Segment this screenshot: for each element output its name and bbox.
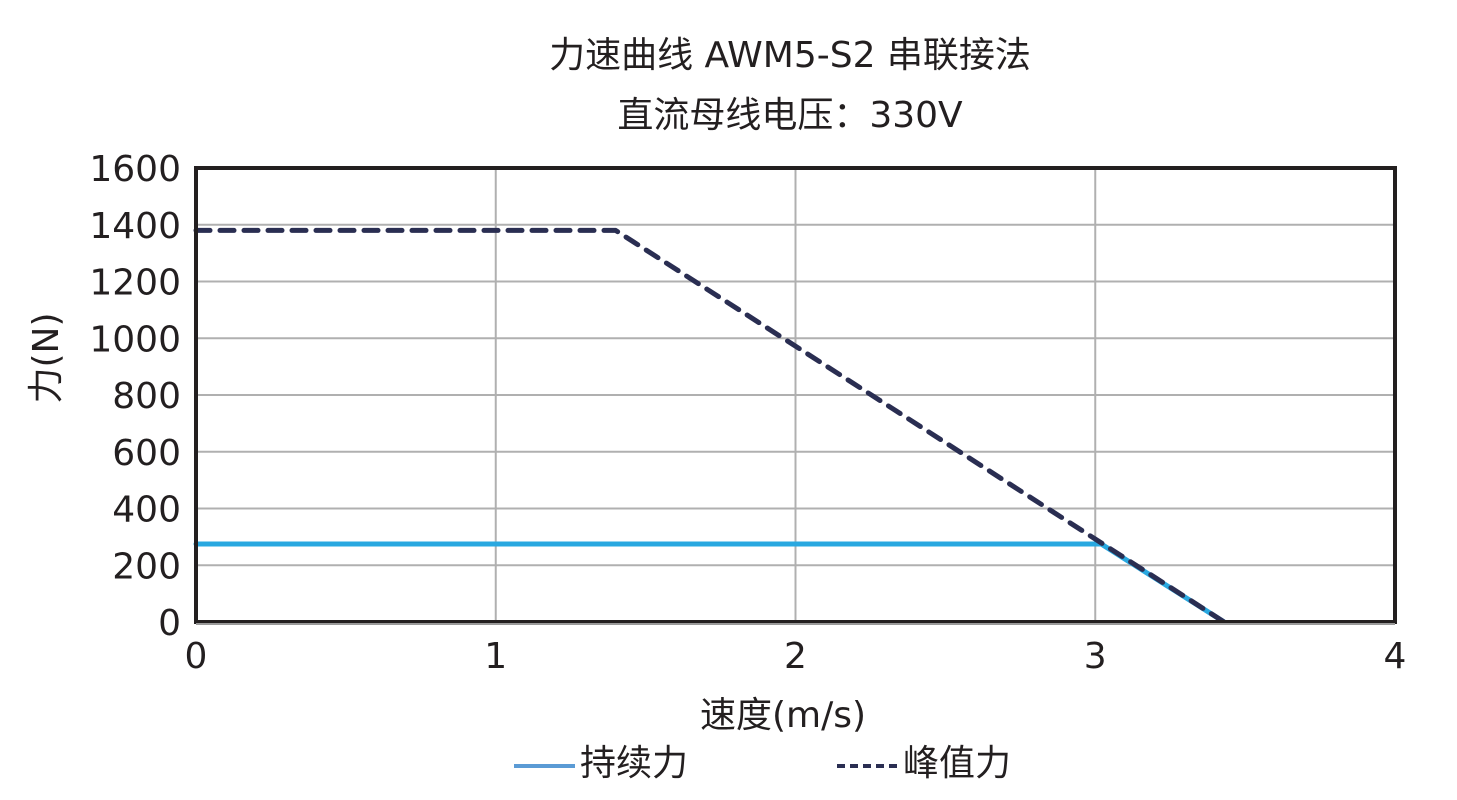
y-tick-label: 200 (112, 546, 181, 587)
x-tick-label: 4 (1384, 636, 1407, 677)
y-tick-label: 1400 (89, 206, 181, 247)
y-tick-label: 800 (112, 376, 181, 417)
continuous-force-line (193, 541, 1227, 625)
legend: 持续力 峰值力 (514, 743, 1011, 784)
y-tick-label: 0 (158, 603, 181, 644)
x-axis-label: 速度(m/s) (700, 695, 866, 736)
y-tick-label: 1200 (89, 263, 181, 304)
series-lines (193, 227, 1227, 625)
y-tick-label: 600 (112, 433, 181, 474)
y-tick-label: 1600 (89, 149, 181, 190)
plot-frame (194, 166, 1397, 624)
chart-title: 力速曲线 AWM5-S2 串联接法 (549, 35, 1031, 76)
x-tick-label: 0 (185, 636, 208, 677)
grid-lines (195, 167, 1396, 623)
legend-continuous-label: 持续力 (580, 743, 688, 784)
x-axis-ticks: 0 1 2 3 4 (185, 636, 1407, 677)
y-axis-ticks: 0 200 400 600 800 1000 1200 1400 1600 (89, 149, 181, 644)
peak-force-line (193, 227, 1227, 625)
legend-peak-label: 峰值力 (903, 743, 1011, 784)
x-tick-label: 1 (484, 636, 507, 677)
y-axis-label: 力(N) (26, 312, 67, 403)
x-tick-label: 3 (1084, 636, 1107, 677)
y-tick-label: 1000 (89, 319, 181, 360)
chart-subtitle: 直流母线电压：330V (617, 95, 963, 136)
y-tick-label: 400 (112, 490, 181, 531)
x-tick-label: 2 (784, 636, 807, 677)
